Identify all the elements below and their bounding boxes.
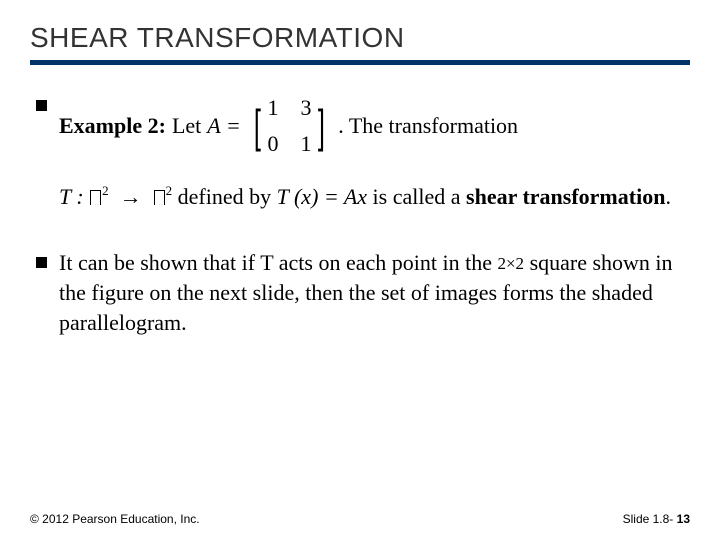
left-bracket-icon: [ <box>254 103 261 149</box>
bullet-body: It can be shown that if T acts on each p… <box>59 248 684 337</box>
example-lead: Example 2: <box>59 111 166 141</box>
defined-by: defined by <box>178 184 271 209</box>
square-glyph-icon <box>90 190 101 205</box>
matrix-cell: 1 <box>300 129 311 159</box>
footer: © 2012 Pearson Education, Inc. Slide 1.8… <box>30 512 690 526</box>
bullet-marker-icon <box>36 100 47 111</box>
T-colon: T : <box>59 184 89 209</box>
slide-title: SHEAR TRANSFORMATION <box>30 22 690 58</box>
bullet-marker-icon <box>36 257 47 268</box>
Ax: Ax <box>344 184 367 209</box>
matrix-cell: 1 <box>267 93 278 123</box>
bullet2-text-a: It can be shown that if T acts on each p… <box>59 250 497 275</box>
slide-container: SHEAR TRANSFORMATION Example 2: Let A = … <box>0 0 720 540</box>
bullet-item: Example 2: Let A = [ 1 3 0 1 ] . The tra… <box>36 91 684 214</box>
slide-label: Slide 1.8- <box>623 512 677 526</box>
shear-term: shear transformation <box>466 184 665 209</box>
let-text: Let <box>172 111 201 141</box>
two-by-two: 2×2 <box>497 254 524 273</box>
Tx-eq: T (x) = <box>277 184 344 209</box>
content-area: Example 2: Let A = [ 1 3 0 1 ] . The tra… <box>30 65 690 338</box>
square-glyph-icon <box>154 190 165 205</box>
example-lead-bold: Example 2: <box>59 113 166 138</box>
a-equals: A = <box>207 111 240 141</box>
matrix-cell: 3 <box>300 93 311 123</box>
period: . <box>665 184 671 209</box>
title-block: SHEAR TRANSFORMATION <box>30 22 690 65</box>
is-called: is called a <box>373 184 466 209</box>
matrix-A: [ 1 3 0 1 ] <box>251 91 329 160</box>
right-bracket-icon: ] <box>318 103 325 149</box>
example-line-2: T : 2 → 2 defined by T (x) = Ax is calle… <box>59 180 684 214</box>
sup-2: 2 <box>102 183 109 198</box>
matrix-cell: 0 <box>267 129 278 159</box>
tail-text: . The transformation <box>338 111 518 141</box>
bullet-item: It can be shown that if T acts on each p… <box>36 248 684 337</box>
sup-2: 2 <box>166 183 173 198</box>
bullet-body: Example 2: Let A = [ 1 3 0 1 ] . The tra… <box>59 91 684 214</box>
slide-number: Slide 1.8- 13 <box>623 512 690 526</box>
example-line-1: Example 2: Let A = [ 1 3 0 1 ] . The tra… <box>59 91 684 160</box>
slide-num: 13 <box>677 512 690 526</box>
matrix-grid: 1 3 0 1 <box>263 91 315 160</box>
copyright-text: © 2012 Pearson Education, Inc. <box>30 512 200 526</box>
